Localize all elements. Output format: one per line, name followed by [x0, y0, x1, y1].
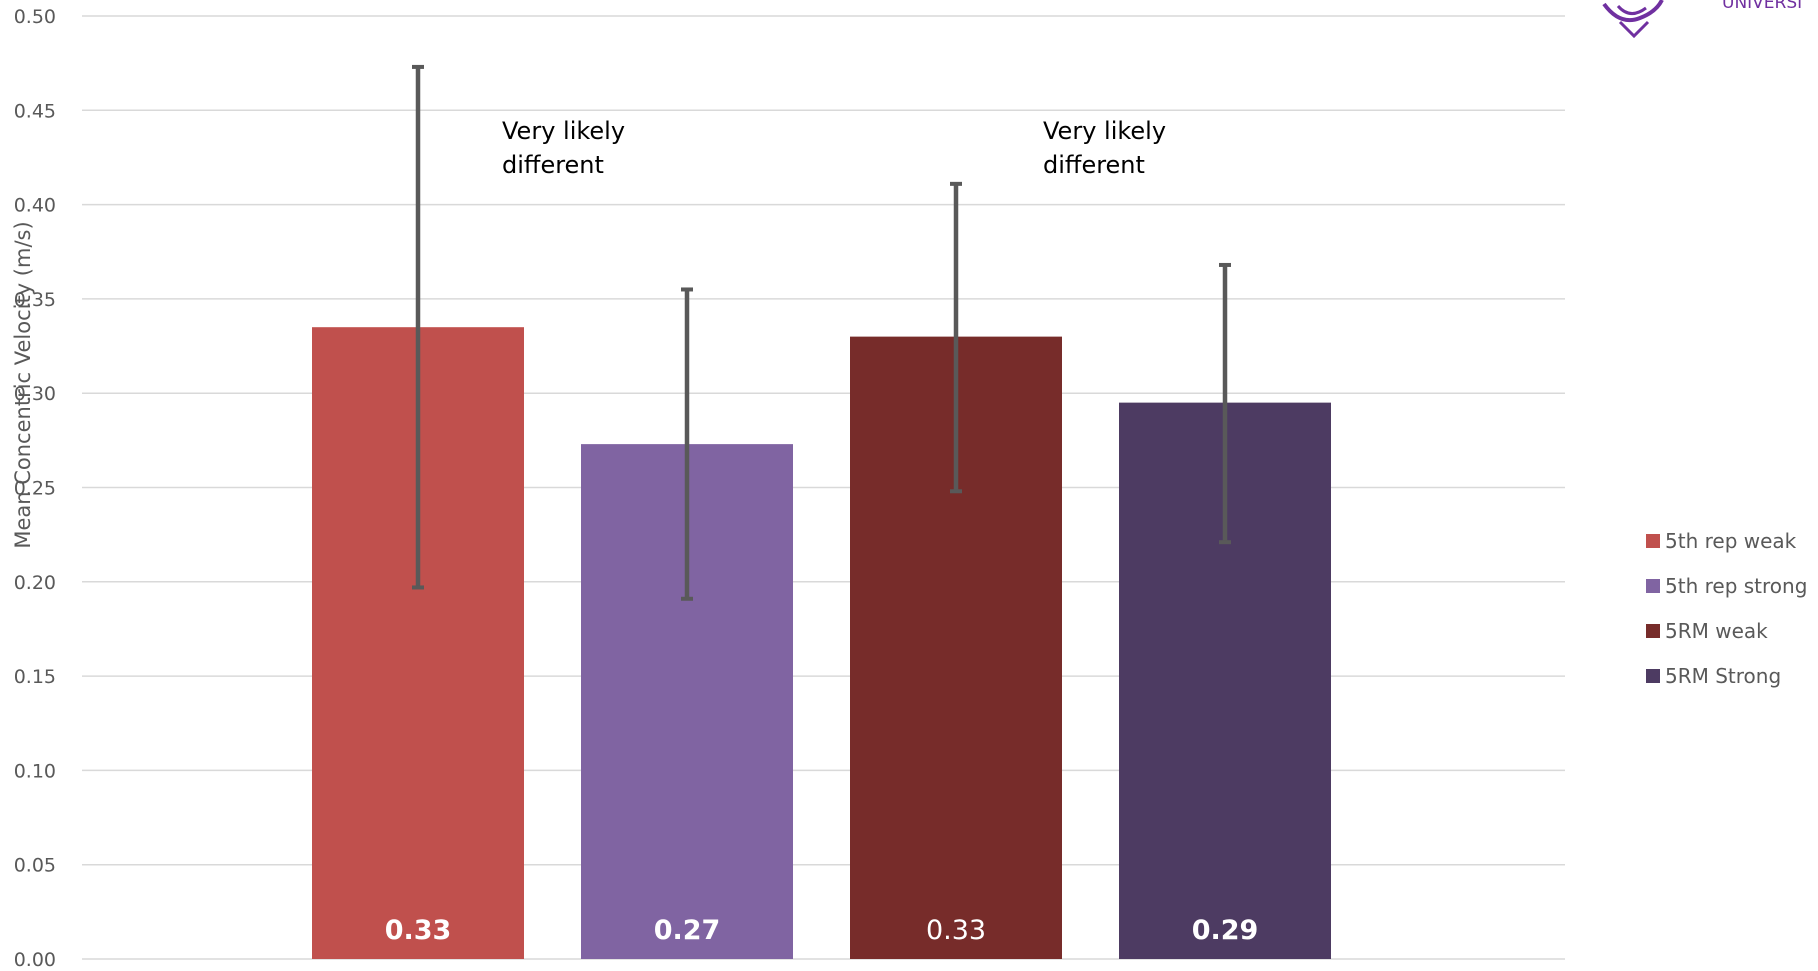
legend-label: 5th rep weak	[1665, 528, 1797, 553]
data-label: 0.33	[385, 915, 452, 946]
y-tick-label: 0.45	[14, 100, 56, 122]
legend-item: 5th rep weak	[1646, 518, 1807, 563]
y-tick-label: 0.10	[14, 760, 56, 782]
y-axis-title: Mean Concentric Velocity (m/s)	[11, 221, 35, 548]
legend-label: 5RM weak	[1665, 618, 1768, 643]
data-label: 0.33	[926, 915, 986, 946]
legend-swatch	[1646, 578, 1660, 593]
legend-swatch	[1646, 668, 1660, 683]
y-axis-ticks: 0.00 0.05 0.10 0.15 0.20 0.25 0.30 0.35 0.40 0.45…	[14, 6, 56, 971]
y-tick-label: 0.50	[14, 6, 56, 28]
y-tick-label: 0.40	[14, 195, 56, 217]
y-tick-label: 0.15	[14, 666, 56, 688]
legend-item: 5th rep strong	[1646, 563, 1807, 608]
data-label: 0.27	[654, 915, 721, 946]
grid-lines	[82, 15, 1565, 960]
university-logo: UNIVERSI	[1590, 0, 1818, 38]
annotation-text: Very likely	[1043, 117, 1166, 145]
legend: 5th rep weak 5th rep strong 5RM weak 5RM…	[1646, 518, 1807, 698]
annotation-text: different	[1043, 151, 1145, 179]
annotation-text: different	[502, 151, 604, 179]
legend-swatch	[1646, 533, 1660, 548]
y-tick-label: 0.35	[14, 289, 56, 311]
legend-swatch	[1646, 623, 1660, 638]
y-tick-label: 0.00	[14, 949, 56, 971]
legend-label: 5th rep strong	[1665, 573, 1808, 598]
y-tick-label: 0.20	[14, 572, 56, 594]
legend-item: 5RM Strong	[1646, 653, 1807, 698]
legend-item: 5RM weak	[1646, 608, 1807, 653]
legend-label: 5RM Strong	[1665, 663, 1782, 688]
data-label: 0.29	[1192, 915, 1259, 946]
y-tick-label: 0.25	[14, 478, 56, 500]
annotations: Very likely different Very likely different	[502, 117, 1166, 179]
error-bars	[412, 64, 1231, 601]
y-tick-label: 0.05	[14, 855, 56, 877]
data-labels: 0.33 0.27 0.33 0.29	[385, 915, 1259, 946]
annotation-text: Very likely	[502, 117, 625, 145]
y-tick-label: 0.30	[14, 383, 56, 405]
logo-emblem-icon: UNIVERSI	[1602, 0, 1802, 38]
logo-text: UNIVERSI	[1722, 0, 1802, 13]
